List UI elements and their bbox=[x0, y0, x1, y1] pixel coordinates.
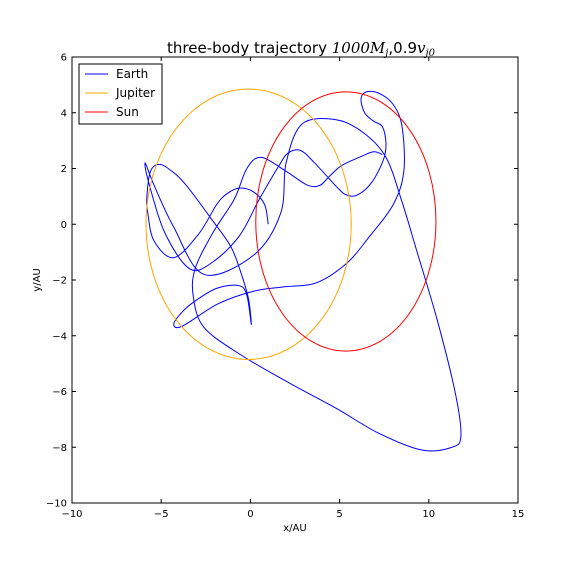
earth-trajectory bbox=[144, 90, 462, 452]
title-math-var: M bbox=[369, 39, 386, 57]
y-tick-label: −10 bbox=[46, 499, 67, 510]
title-separator: ,0.9 bbox=[388, 39, 417, 57]
title-prefix: three-body trajectory bbox=[167, 39, 332, 57]
legend-label-sun: Sun bbox=[116, 105, 139, 119]
legend-label-earth: Earth bbox=[116, 67, 148, 81]
y-axis-label: y/AU bbox=[32, 268, 43, 291]
series-layer bbox=[144, 88, 462, 452]
x-tick-label: 10 bbox=[422, 509, 435, 520]
title-math-value: 1000 bbox=[332, 39, 371, 57]
y-tick-label: −6 bbox=[52, 387, 67, 398]
title-vel-sub: j0 bbox=[424, 48, 436, 59]
y-tick-label: 0 bbox=[61, 220, 67, 231]
title-vel-var: v bbox=[417, 39, 426, 57]
legend-box bbox=[78, 63, 163, 125]
legend-label-jupiter: Jupiter bbox=[115, 86, 155, 100]
sun-trajectory bbox=[255, 91, 437, 352]
y-tick-label: 4 bbox=[61, 108, 67, 119]
x-tick-label: 5 bbox=[336, 509, 342, 520]
x-tick-label: 0 bbox=[247, 509, 253, 520]
jupiter-trajectory bbox=[145, 88, 352, 360]
title-math-sub: j bbox=[383, 48, 388, 59]
x-tick-label: 15 bbox=[512, 509, 525, 520]
y-tick-label: −4 bbox=[52, 331, 67, 342]
y-tick-label: 6 bbox=[61, 53, 67, 64]
x-tick-label: −5 bbox=[154, 509, 169, 520]
legend: Earth Jupiter Sun bbox=[78, 63, 163, 125]
y-tick-label: −2 bbox=[52, 276, 67, 287]
chart-title: three-body trajectory 1000Mj,0.9vj0 bbox=[167, 39, 436, 59]
y-tick-label: −8 bbox=[52, 443, 67, 454]
tick-layer: −10 −5 0 5 10 15 −10 −8 −6 −4 −2 0 2 4 6 bbox=[46, 53, 524, 521]
y-tick-label: 2 bbox=[61, 164, 67, 175]
x-axis-label: x/AU bbox=[283, 523, 306, 534]
x-tick-label: −10 bbox=[61, 509, 82, 520]
